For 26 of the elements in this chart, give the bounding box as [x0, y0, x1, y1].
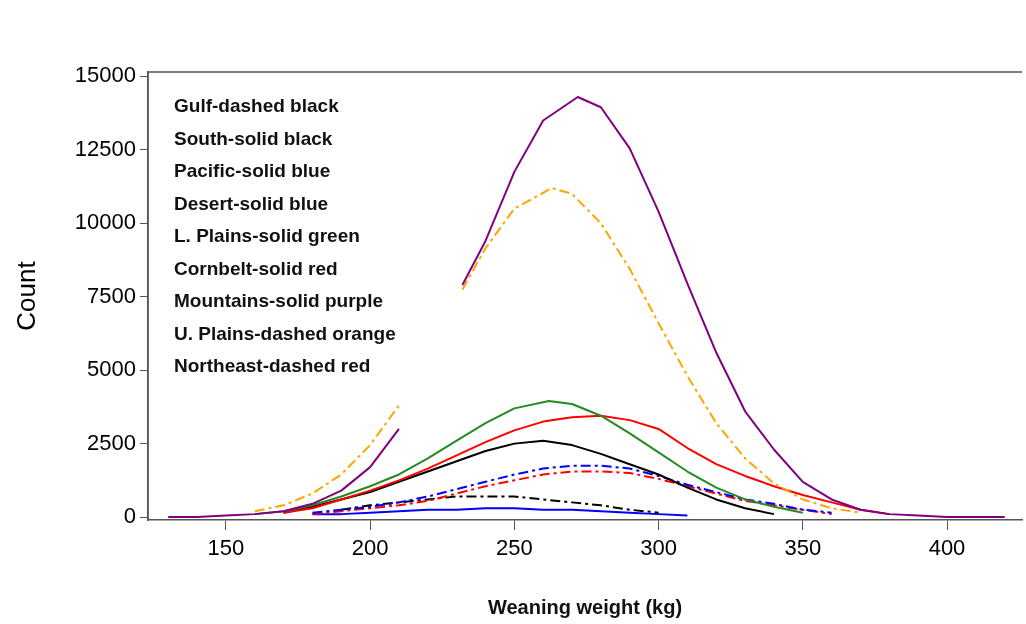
- x-tick-label: 400: [928, 535, 966, 561]
- y-axis-title: Count: [10, 260, 41, 331]
- y-tick-label: 0: [123, 503, 136, 529]
- annotation: South-solid black: [174, 126, 334, 151]
- annotation: U. Plains-dashed orange: [174, 321, 396, 346]
- annotation: Northeast-dashed red: [174, 354, 372, 378]
- annotation: Cornbelt-solid red: [174, 256, 339, 281]
- x-tick-label: 250: [495, 535, 533, 561]
- line-series: [311, 470, 833, 516]
- y-tick-label: 5000: [87, 356, 136, 382]
- y-tick-label: 2500: [87, 429, 136, 455]
- annotation: Gulf-dashed black: [174, 94, 340, 118]
- y-tick-label: 12500: [74, 135, 136, 161]
- annotation: Mountains-solid purple: [174, 289, 384, 313]
- x-tick-label: 350: [784, 535, 822, 561]
- annotation: Pacific-solid blue: [174, 159, 332, 183]
- x-tick-label: 300: [640, 535, 677, 561]
- line-series: [340, 495, 660, 514]
- x-tick-label: 150: [207, 535, 245, 561]
- annotation: L. Plains-solid green: [174, 224, 361, 248]
- x-axis-title: Weaning weight (kg): [487, 595, 683, 618]
- x-tick-label: 200: [351, 535, 389, 561]
- annotation: Desert-solid blue: [174, 191, 330, 216]
- y-tick-label: 7500: [87, 282, 136, 308]
- y-tick-label: 15000: [74, 62, 136, 88]
- y-tick-label: 10000: [74, 209, 136, 235]
